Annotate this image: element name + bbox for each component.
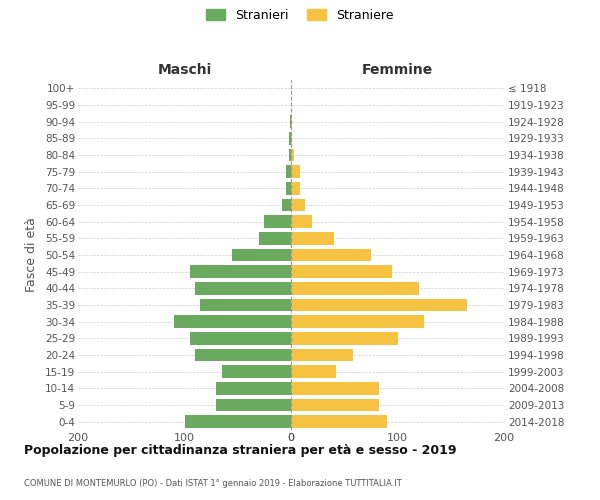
Bar [291, 149, 294, 161]
Bar [195, 282, 291, 294]
Bar [217, 382, 291, 394]
Bar [291, 116, 292, 128]
Bar [291, 416, 387, 428]
Bar [289, 149, 291, 161]
Text: Femmine: Femmine [362, 64, 433, 78]
Bar [200, 298, 291, 311]
Bar [291, 166, 299, 178]
Bar [283, 198, 291, 211]
Bar [217, 398, 291, 411]
Text: COMUNE DI MONTEMURLO (PO) - Dati ISTAT 1° gennaio 2019 - Elaborazione TUTTITALIA: COMUNE DI MONTEMURLO (PO) - Dati ISTAT 1… [24, 479, 402, 488]
Bar [190, 266, 291, 278]
Text: Maschi: Maschi [157, 64, 212, 78]
Bar [286, 182, 291, 194]
Bar [195, 348, 291, 361]
Bar [291, 316, 424, 328]
Bar [291, 399, 379, 411]
Bar [291, 132, 292, 144]
Bar [290, 116, 291, 128]
Bar [286, 166, 291, 178]
Bar [291, 232, 334, 244]
Bar [291, 282, 419, 294]
Bar [259, 232, 291, 244]
Bar [291, 248, 371, 261]
Bar [291, 382, 379, 394]
Bar [291, 198, 305, 211]
Bar [291, 298, 467, 311]
Bar [291, 182, 299, 194]
Bar [291, 349, 353, 361]
Legend: Stranieri, Straniere: Stranieri, Straniere [206, 8, 394, 22]
Bar [291, 266, 392, 278]
Bar [289, 132, 291, 144]
Bar [265, 216, 291, 228]
Bar [291, 216, 313, 228]
Bar [232, 248, 291, 261]
Bar [222, 366, 291, 378]
Bar [185, 416, 291, 428]
Y-axis label: Fasce di età: Fasce di età [25, 218, 38, 292]
Bar [291, 366, 336, 378]
Bar [174, 316, 291, 328]
Text: Popolazione per cittadinanza straniera per età e sesso - 2019: Popolazione per cittadinanza straniera p… [24, 444, 457, 457]
Bar [190, 332, 291, 344]
Bar [291, 332, 398, 344]
